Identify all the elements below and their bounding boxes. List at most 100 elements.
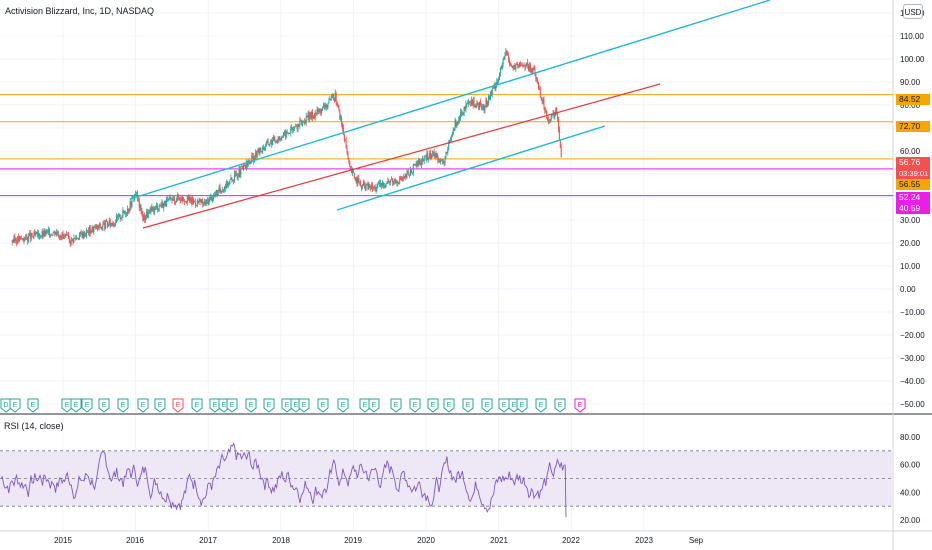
earnings-marker[interactable]: E [61,398,73,413]
earnings-marker[interactable]: E [263,398,275,413]
channel-upper-line[interactable] [129,0,771,200]
earnings-badge-icon[interactable] [337,398,349,413]
earnings-badge-icon[interactable] [427,398,439,413]
earnings-badge-icon[interactable] [298,398,310,413]
earnings-badge-icon[interactable] [409,398,421,413]
earnings-marker[interactable]: E [298,398,310,413]
price-level-tag[interactable]: 52.24 [896,192,930,203]
earnings-badge-icon[interactable] [81,398,93,413]
earnings-marker[interactable]: E [81,398,93,413]
price-level-tag[interactable]: 56.76 [896,157,930,168]
earnings-marker[interactable]: E [498,398,510,413]
earnings-marker[interactable]: E [516,398,528,413]
earnings-marker[interactable]: E [245,398,257,413]
candle-body [28,235,30,242]
earnings-marker[interactable]: E [117,398,129,413]
earnings-badge-icon[interactable] [154,398,166,413]
earnings-marker[interactable]: E [574,398,586,413]
earnings-badge-icon[interactable] [281,398,293,413]
horizontal-levels[interactable] [0,94,893,197]
earnings-badge-icon[interactable] [498,398,510,413]
earnings-label: E [558,402,563,409]
earnings-badge-icon[interactable] [137,398,149,413]
earnings-marker[interactable]: E [27,398,39,413]
candle-body [33,232,35,238]
earnings-badge-icon[interactable] [9,398,21,413]
time-axis[interactable]: 2015 2016 2017 2018 2019 2020 2021 2022 2023 Sep [54,536,704,545]
candle-body [519,62,521,66]
earnings-badge-icon[interactable] [245,398,257,413]
countdown-tag[interactable]: 03:39:01 [896,168,930,179]
earnings-badge-icon[interactable] [359,398,371,413]
earnings-badge-icon[interactable] [390,398,402,413]
earnings-badge-icon[interactable] [209,398,221,413]
earnings-marker[interactable]: E [9,398,21,413]
price-level-tag[interactable]: 72.70 [896,121,930,132]
earnings-badge-icon[interactable] [481,398,493,413]
earnings-badge-icon[interactable] [70,398,82,413]
channel-lower-line[interactable] [336,125,606,211]
earnings-marker[interactable]: E [409,398,421,413]
candle-body [283,132,285,137]
earnings-badge-icon[interactable] [226,398,238,413]
earnings-badge-icon[interactable] [443,398,455,413]
earnings-badge-icon[interactable] [368,398,380,413]
earnings-badge-icon[interactable] [516,398,528,413]
earnings-marker[interactable]: E [317,398,329,413]
earnings-marker[interactable]: E [191,398,203,413]
earnings-marker[interactable]: E [359,398,371,413]
price-level-tag[interactable]: 84.52 [896,94,930,105]
earnings-badge-icon[interactable] [535,398,547,413]
candle-body [18,236,20,241]
trendlines[interactable] [129,0,771,229]
earnings-badge-icon[interactable] [0,398,12,413]
price-axis[interactable]: 120.00110.00100.0090.0080.0070.0060.0050… [900,9,925,525]
candle-body [91,226,93,232]
earnings-marker[interactable]: E [368,398,380,413]
earnings-marker[interactable]: D [0,398,12,413]
candle-body [457,121,459,125]
earnings-badge-icon[interactable] [263,398,275,413]
earnings-badge-icon[interactable] [98,398,110,413]
earnings-badge-icon[interactable] [317,398,329,413]
earnings-marker[interactable]: E [443,398,455,413]
candle-body [251,155,253,163]
earnings-badge-icon[interactable] [61,398,73,413]
earnings-marker[interactable]: E [427,398,439,413]
earnings-badge-icon[interactable] [462,398,474,413]
candle-body [57,231,59,234]
earnings-badge-icon[interactable] [191,398,203,413]
earnings-badge-icon[interactable] [172,398,184,413]
earnings-label: E [512,402,517,409]
earnings-marker[interactable]: E [209,398,221,413]
price-level-tag[interactable]: 40.59 [896,203,930,214]
candle-body [424,155,426,157]
earnings-marker[interactable]: E [281,398,293,413]
earnings-marker[interactable]: E [481,398,493,413]
earnings-marker[interactable]: E [337,398,349,413]
currency-label[interactable]: USD [903,4,923,19]
earnings-marker[interactable]: E [98,398,110,413]
earnings-badge-icon[interactable] [27,398,39,413]
candle-body [221,191,223,193]
earnings-badge-icon[interactable] [574,398,586,413]
candle-body [16,241,18,244]
earnings-marker[interactable]: E [554,398,566,413]
earnings-marker[interactable]: E [390,398,402,413]
candle-body [340,117,342,120]
candle-body [57,233,59,237]
earnings-marker[interactable]: E [70,398,82,413]
earnings-badge-icon[interactable] [117,398,129,413]
earnings-marker[interactable]: E [154,398,166,413]
earnings-marker[interactable]: E [137,398,149,413]
channel-mid-line[interactable] [142,83,661,229]
earnings-marker[interactable]: E [226,398,238,413]
earnings-marker[interactable]: E [535,398,547,413]
earnings-marker[interactable]: E [462,398,474,413]
earnings-marker[interactable]: E [172,398,184,413]
earnings-badge-icon[interactable] [554,398,566,413]
candle-body [489,91,491,99]
price-level-tag[interactable]: 56.55 [896,179,930,190]
